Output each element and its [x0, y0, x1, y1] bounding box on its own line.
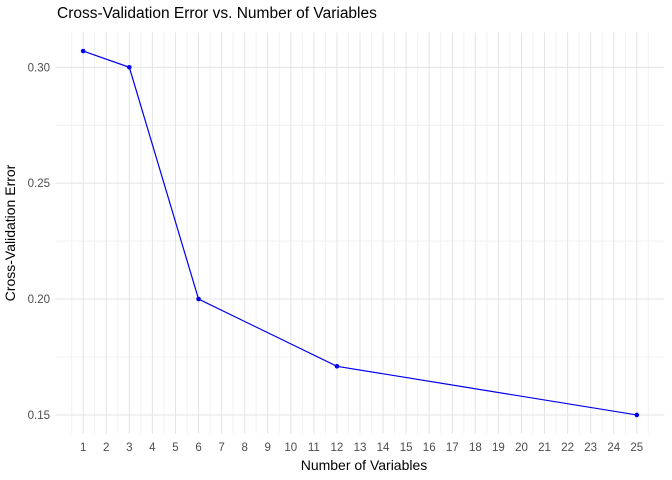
x-tick-label: 22 — [561, 442, 574, 454]
y-axis-tick-labels: 0.15 0.20 0.25 0.30 — [28, 62, 50, 422]
data-point — [634, 412, 640, 418]
x-tick-label: 12 — [331, 442, 344, 454]
x-tick-label: 3 — [126, 442, 132, 454]
data-point — [196, 296, 201, 302]
x-tick-label: 5 — [172, 442, 178, 454]
data-point — [127, 64, 132, 70]
x-tick-label: 17 — [446, 442, 459, 454]
x-tick-label: 4 — [149, 442, 156, 454]
x-tick-label: 18 — [469, 442, 482, 454]
x-axis-title: Number of Variables — [301, 457, 428, 473]
x-axis-tick-labels: 1 2 3 4 5 6 7 8 9 10 11 12 13 14 15 16 17 18 19 20 21 22 23 24 2… — [80, 442, 643, 454]
x-tick-label: 24 — [607, 442, 620, 454]
x-tick-label: 13 — [354, 442, 367, 454]
y-tick-label: 0.30 — [28, 62, 50, 74]
x-tick-label: 1 — [80, 442, 86, 454]
y-tick-label: 0.15 — [28, 410, 50, 422]
gridlines-minor — [55, 32, 665, 434]
x-tick-label: 21 — [538, 442, 551, 454]
x-tick-label: 23 — [584, 442, 597, 454]
x-tick-label: 2 — [103, 442, 109, 454]
x-tick-label: 15 — [400, 442, 413, 454]
data-points — [80, 48, 640, 418]
x-tick-label: 9 — [265, 442, 271, 454]
x-tick-label: 25 — [630, 442, 643, 454]
x-tick-label: 19 — [492, 442, 505, 454]
x-tick-label: 11 — [308, 442, 320, 454]
y-tick-label: 0.20 — [28, 294, 50, 306]
x-tick-label: 7 — [218, 442, 224, 454]
x-tick-label: 20 — [515, 442, 528, 454]
x-tick-label: 14 — [377, 442, 390, 454]
y-tick-label: 0.25 — [28, 178, 50, 190]
x-tick-label: 10 — [284, 442, 297, 454]
data-point — [334, 363, 340, 369]
x-tick-label: 6 — [195, 442, 201, 454]
chart-title: Cross-Validation Error vs. Number of Var… — [57, 5, 377, 22]
data-point — [80, 48, 86, 54]
y-axis-title: Cross-Validation Error — [2, 164, 18, 301]
x-tick-label: 8 — [241, 442, 247, 454]
x-tick-label: 16 — [423, 442, 436, 454]
